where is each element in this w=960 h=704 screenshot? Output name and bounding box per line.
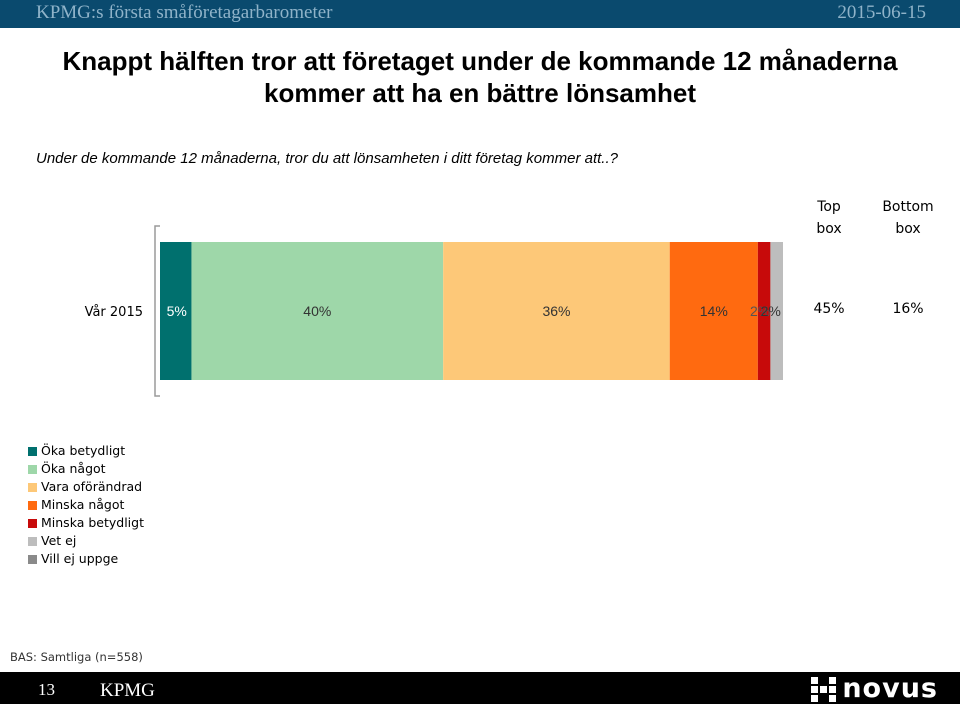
stacked-bar-chart: Vår 2015 5% 40% 36% 14% 2%2% Top box 45% Bottom… [85, 199, 934, 397]
legend-swatch [28, 554, 37, 564]
top-box-header-line-2: box [816, 221, 841, 237]
legend-item-vet-ej: Vet ej [28, 532, 144, 550]
bar-label-vara-oförändrad: 36% [542, 303, 570, 319]
legend-label: Vet ej [41, 533, 77, 548]
top-box-value: 45% [813, 301, 844, 317]
bar-segment-öka-betydligt [160, 242, 192, 380]
top-bar: KPMG:s första småföretagarbarometer 2015… [0, 0, 960, 28]
brand-name: KPMG [100, 680, 155, 701]
bottom-box-value: 16% [892, 301, 923, 317]
legend-item-öka-betydligt: Öka betydligt [28, 442, 144, 460]
axis-bracket [154, 225, 160, 397]
legend-swatch [28, 482, 37, 492]
legend-item-vill-ej-uppge: Vill ej uppge [28, 550, 144, 568]
summary-columns: Top box 45% Bottom box 16% [813, 199, 933, 317]
legend-label: Minska betydligt [41, 515, 144, 530]
legend-swatch [28, 464, 37, 474]
header-date: 2015-06-15 [837, 2, 926, 23]
category-label-var-2015: Vår 2015 [85, 305, 143, 320]
bottom-box-header-line-1: Bottom [882, 199, 933, 215]
legend-swatch [28, 446, 37, 456]
novus-logo: novus [811, 673, 938, 704]
legend-label: Vill ej uppge [41, 551, 119, 566]
legend-label: Minska något [41, 497, 125, 512]
bar-label-vet-ej: 2% [761, 303, 781, 319]
legend-item-öka-något: Öka något [28, 460, 144, 478]
legend-item-minska-något: Minska något [28, 496, 144, 514]
legend-swatch [28, 536, 37, 546]
page-title: Knappt hälften tror att företaget under … [0, 45, 960, 109]
legend: Öka betydligt Öka något Vara oförändrad Min… [28, 442, 144, 568]
legend-swatch [28, 518, 37, 528]
bar-label-öka-något: 40% [303, 303, 331, 319]
bar-segment-minska-betydligt [757, 242, 771, 380]
base-note: BAS: Samtliga (n=558) [10, 650, 143, 664]
legend-label: Öka betydligt [41, 443, 126, 458]
legend-label: Öka något [41, 461, 106, 476]
page-title-line-2: kommer att ha en bättre lönsamhet [264, 78, 696, 108]
header-title: KPMG:s första småföretagarbarometer [36, 2, 333, 23]
novus-logo-mark-icon [811, 676, 837, 702]
page-title-line-1: Knappt hälften tror att företaget under … [62, 46, 898, 76]
bar-value-labels: 5% 40% 36% 14% 2%2% [167, 303, 781, 319]
bar-segment-vara-oförändrad [443, 242, 670, 380]
bar-segment-minska-något [669, 242, 758, 380]
legend-swatch [28, 500, 37, 510]
legend-item-minska-betydligt: Minska betydligt [28, 514, 144, 532]
bar-label-minska-betydligt: 2% [750, 303, 770, 319]
bar-label-öka-betydligt: 5% [167, 303, 187, 319]
bar-segments [160, 242, 783, 380]
bar-label-minska-något: 14% [700, 303, 728, 319]
bar-segment-vet-ej [770, 242, 783, 380]
novus-logo-text: novus [842, 673, 938, 704]
survey-question: Under de kommande 12 månaderna, tror du … [36, 150, 618, 167]
page-number: 13 [38, 680, 55, 699]
bottom-box-header-line-2: box [895, 221, 920, 237]
bar-segment-öka-något [191, 242, 444, 380]
bottom-bar: 13 KPMG novus [0, 672, 960, 704]
legend-label: Vara oförändrad [41, 479, 143, 494]
top-box-header-line-1: Top [816, 199, 841, 215]
legend-item-vara-oförändrad: Vara oförändrad [28, 478, 144, 496]
